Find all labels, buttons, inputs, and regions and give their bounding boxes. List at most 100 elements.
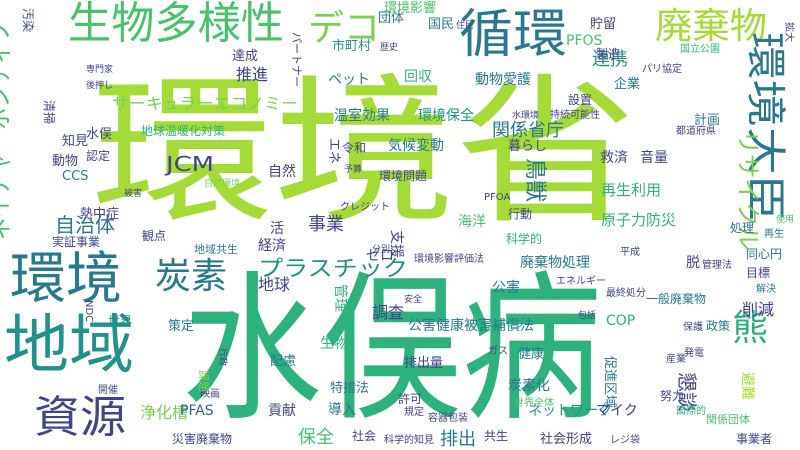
word-gyosei: 行政 (217, 348, 229, 366)
word-seibutsu: 生物 (320, 336, 348, 352)
word-kaisha: 開催 (98, 383, 118, 396)
word-shigen: 資源 (34, 392, 126, 443)
word-kaiketsu: 解決 (756, 282, 776, 295)
word-kyoka: 許可 (398, 392, 422, 406)
word-bunkatsu: 分別 (372, 244, 390, 255)
word-kyotei: 規定 (404, 405, 424, 418)
word-seiso: 清掃 (42, 100, 57, 124)
word-kagakutekichiken: 科学的知見 (384, 433, 434, 446)
word-tanso: 炭素 (155, 256, 227, 297)
word-seizo: 製造 (596, 47, 620, 61)
word-chiiki: 地域 (4, 309, 134, 383)
word-onryo: 音量 (640, 149, 668, 166)
word-dokoen: 同心円 (746, 247, 782, 261)
word-kenko: 健康 (518, 346, 544, 362)
word-jichitai: 自治体 (55, 213, 115, 237)
word-kurashi: 暮らし (508, 139, 547, 154)
word-sekai: 世界 (108, 314, 132, 328)
word-haishutsu: 排出 (440, 429, 476, 450)
word-keikaku: 計画 (694, 112, 720, 128)
word-saiseiriyo: 再生利用 (601, 181, 661, 199)
word-hairyo: 配慮 (270, 354, 296, 369)
word-eizo: 映画 (200, 388, 220, 400)
word-pet: ペット (328, 72, 370, 88)
word-energy: エネルギー (556, 275, 606, 287)
word-kankyodaijin: 環境大臣 (742, 32, 788, 222)
word-ccs: CCS (62, 169, 88, 184)
word-chikyuondanka: 地球温暖化対策 (141, 124, 225, 138)
word-kodo: 行動 (508, 207, 532, 221)
word-saisei: 再生 (764, 227, 784, 240)
word-renkei: 連携 (592, 49, 628, 70)
word-kigyo: 企業 (614, 76, 640, 92)
word-mic: マイク (596, 403, 638, 419)
word-junkan: 循環 (459, 5, 567, 65)
word-doryoku: 努力 (660, 388, 684, 403)
word-tokusoho: 特措法 (330, 381, 369, 396)
word-pfos: PFOS (566, 33, 603, 49)
word-credit: クレジット (340, 201, 390, 213)
word-gosekkyo: 後押し (86, 79, 113, 91)
word-zero: ゼロ (366, 248, 394, 264)
word-kanten: 観点 (142, 229, 166, 243)
word-jizokukanou: 持続可能性 (550, 108, 600, 121)
word-ippanhaikibutsu: 一般廃棄物 (646, 291, 706, 306)
word-sekaizentai: 世界全体 (514, 396, 554, 409)
word-kakuri: 管理 (332, 284, 348, 312)
word-rekishi: 歴史 (380, 41, 398, 53)
word-mokuhyo: 目標 (746, 266, 770, 280)
word-kankyohozen: 環境保全 (418, 107, 474, 124)
word-osen: 汚染 (21, 8, 36, 32)
word-sangyo: 産業 (666, 352, 686, 365)
word-hisai: 被害 (124, 187, 142, 199)
word-kokuritsu: 国立公園 (680, 42, 720, 55)
word-kanrenkdantai: 関係団体 (706, 412, 750, 426)
word-chikyu: 地球 (258, 275, 290, 294)
word-jigyo: 事業 (308, 214, 344, 235)
word-seisaku: 政策 (706, 319, 730, 333)
word-ndc: NDC (83, 300, 94, 322)
word-hozen: 保全 (298, 427, 334, 448)
word-dobutsu: 動物 (52, 154, 78, 169)
word-hatsuden: 発電 (684, 346, 704, 359)
word-kaiyo: 海洋 (458, 214, 486, 230)
word-minamatabyo: 水俣病 (182, 256, 602, 443)
word-kaishu: 回収 (404, 69, 432, 85)
word-yosan: 予算 (344, 163, 362, 175)
word-shakai: 社会 (352, 428, 376, 443)
word-kondan: 懇談 (675, 372, 699, 412)
word-senmonka: 専門家 (86, 63, 113, 75)
word-ezo: エネ (326, 138, 341, 164)
word-kankyomondai: 環境問題 (379, 168, 427, 183)
word-deko: デコ (308, 8, 380, 49)
word-kankyoeikyo: 環境影響 (384, 0, 436, 16)
word-haikibutsushori: 廃棄物処理 (520, 254, 590, 271)
word-kankyo: 環境 (10, 247, 122, 312)
word-kakudai: 拡大 (783, 22, 796, 42)
word-chosa: 調査 (372, 303, 404, 322)
word-kankyoeikyohyoka: 環境影響評価法 (414, 252, 484, 265)
word-chishiki: 知見 (62, 133, 88, 149)
word-kyusai: 救済 (600, 150, 628, 166)
word-rejibukuro: レジ袋 (610, 433, 640, 446)
word-hokatsu: 包括 (578, 309, 596, 321)
word-kyosei: 共生 (484, 429, 508, 443)
word-partner: パートナー (290, 32, 303, 87)
word-kateki: 課題 (197, 370, 211, 392)
word-seibutsutayosei: 生物多様性 (68, 0, 284, 49)
word-minamata2: 水俣 (86, 127, 112, 142)
word-kokumin: 国民 (428, 17, 454, 32)
word-recycle: リサイクル (734, 130, 762, 250)
word-pfoa: PFOA (484, 192, 510, 203)
word-kikohendo: 気候変動 (388, 137, 444, 154)
word-reiwa: 令和 (342, 140, 366, 155)
word-koken: 貢献 (268, 403, 296, 419)
word-shichoson: 市町村 (332, 38, 371, 54)
word-kuma: 熊 (732, 308, 768, 349)
word-anzen: 安全 (404, 293, 422, 305)
word-pari: パリ協定 (642, 62, 682, 75)
word-setsubi: 設置 (568, 92, 592, 107)
word-kagakuteki: 科学的 (506, 231, 542, 246)
